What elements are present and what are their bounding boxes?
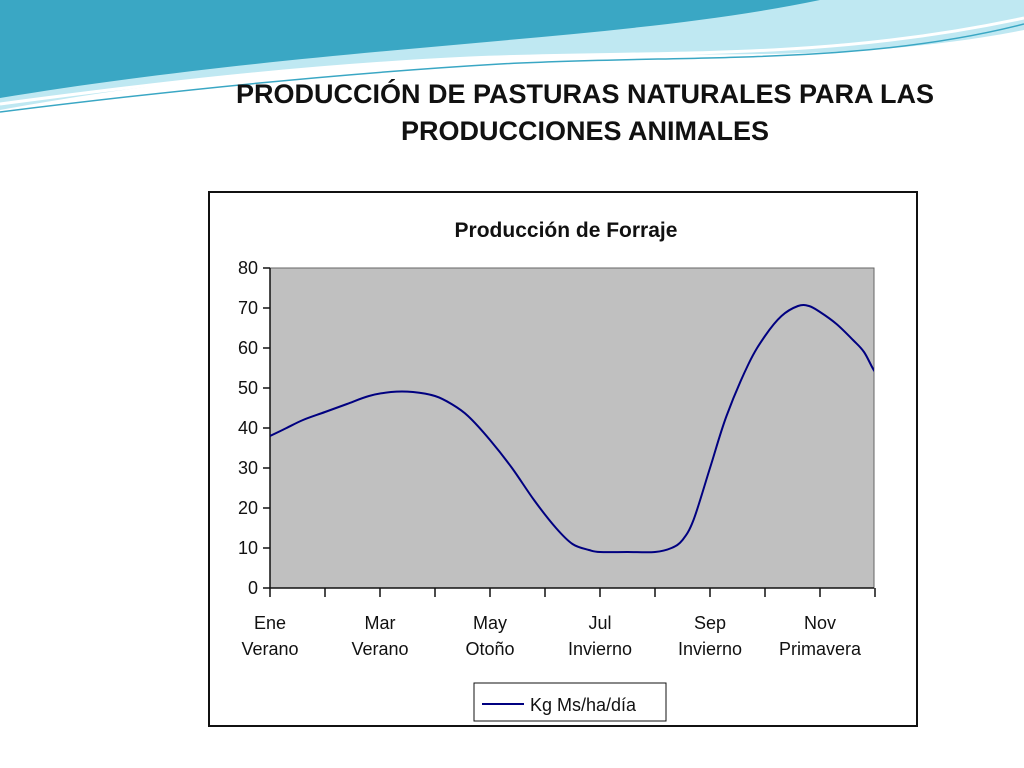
- series-line-kg-ms-ha-dia: [270, 303, 874, 554]
- y-tick-label: 30: [238, 458, 258, 478]
- header-wave-dark: [0, 0, 820, 98]
- legend: Kg Ms/ha/día: [473, 682, 667, 722]
- series-group: [270, 303, 874, 554]
- y-tick-label: 10: [238, 538, 258, 558]
- x-tick-label-month: Nov: [804, 613, 836, 633]
- chart-svg: Producción de Forraje 01020304050607080 …: [238, 219, 876, 722]
- header-wave-white-band: [0, 16, 1024, 106]
- x-tick-label-month: Mar: [365, 613, 396, 633]
- legend-box: [473, 682, 667, 722]
- y-tick-label: 0: [248, 578, 258, 598]
- slide-title-line-2: PRODUCCIONES ANIMALES: [400, 116, 770, 146]
- x-axis: Ene Verano Mar Verano May Otoño Jul Invierno Sep…: [241, 587, 876, 659]
- x-tick-label-month: Jul: [588, 613, 611, 633]
- x-tick-label-season: Otoño: [465, 639, 514, 659]
- slide-title-line-1: PRODUCCIÓN DE PASTURAS NATURALES PARA LA…: [235, 79, 935, 109]
- plot-area: [269, 267, 875, 589]
- x-tick-label-month: Ene: [254, 613, 286, 633]
- x-tick-label-month: Sep: [694, 613, 726, 633]
- slide-title: PRODUCCIÓN DE PASTURAS NATURALES PARA LA…: [200, 76, 970, 150]
- y-tick-label: 80: [238, 258, 258, 278]
- legend-label: Kg Ms/ha/día: [530, 695, 637, 715]
- y-tick-label: 50: [238, 378, 258, 398]
- y-tick-label: 40: [238, 418, 258, 438]
- x-tick-label-season: Invierno: [678, 639, 742, 659]
- header-wave-line: [0, 23, 1024, 113]
- y-tick-label: 20: [238, 498, 258, 518]
- y-axis: 0 10 20 30 40 50 60 70 80: [238, 258, 271, 598]
- chart-title: Producción de Forraje: [455, 219, 678, 242]
- header-wave-decoration: [0, 0, 1024, 113]
- x-tick-label-season: Primavera: [779, 639, 862, 659]
- x-tick-label-season: Invierno: [568, 639, 632, 659]
- chart-frame: Producción de Forraje 0 10 20 30 40 50 60 70 80 …: [208, 191, 918, 727]
- x-tick-label-month: May: [473, 613, 507, 633]
- x-tick-label-season: Verano: [241, 639, 298, 659]
- x-tick-label-season: Verano: [351, 639, 408, 659]
- y-tick-label: 60: [238, 338, 258, 358]
- y-tick-label: 70: [238, 298, 258, 318]
